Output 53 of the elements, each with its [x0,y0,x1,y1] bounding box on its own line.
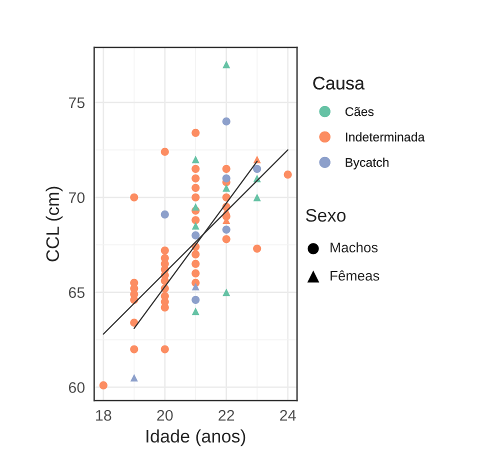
point [99,381,108,390]
text: Fêmeas [330,270,380,281]
point [130,345,138,354]
x-axis-title: Idade (anos) [146,429,246,446]
x-tick-label: 18 [96,410,112,421]
point [222,288,230,296]
point [192,156,200,164]
y-tick-label: 65 [68,287,85,298]
point [192,193,200,202]
point [192,269,200,278]
point [192,260,200,268]
point [192,184,200,192]
point [192,250,200,258]
point [130,374,138,382]
point [192,282,200,290]
point [192,203,200,211]
legend-label: Bycatch [346,158,389,170]
point [253,194,261,202]
point [222,164,230,173]
y-tick-label: 75 [68,97,85,108]
point [222,184,230,192]
point [160,345,169,354]
point [160,148,169,156]
x-tick-label: 20 [157,410,173,421]
point [222,174,230,182]
point [222,235,230,244]
point [130,193,138,202]
point [192,222,200,230]
point [192,164,200,173]
y-axis-title: CCL (cm) [46,186,63,262]
x-tick-label: 22 [218,410,234,421]
point [192,128,200,137]
point [253,164,262,173]
y-tick-label: 70 [68,192,85,204]
legend-label: Cães [345,106,374,116]
point [222,226,230,234]
point [192,174,200,182]
x-tick-label: 24 [280,410,296,421]
text: Sexo [306,208,346,222]
point [160,210,169,219]
point [222,60,230,68]
text: Machos [330,242,378,252]
y-tick-label: 60 [68,382,85,393]
point [222,117,230,126]
point [253,244,262,253]
legend-label: Indeterminada [346,132,425,142]
point [192,307,200,316]
point [192,231,200,240]
point [160,246,169,255]
point [192,216,200,224]
point [284,170,292,179]
point [192,296,200,304]
legend-title: Causa [313,76,365,90]
